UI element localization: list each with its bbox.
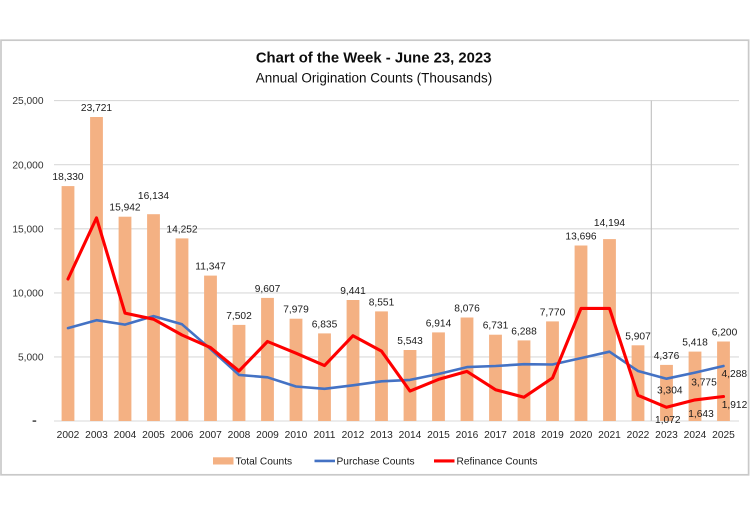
svg-text:2024: 2024 bbox=[684, 430, 707, 441]
svg-text:8,076: 8,076 bbox=[454, 304, 480, 315]
svg-text:5,418: 5,418 bbox=[682, 338, 708, 349]
svg-text:20,000: 20,000 bbox=[12, 160, 43, 171]
svg-text:18,330: 18,330 bbox=[52, 172, 83, 183]
svg-text:25,000: 25,000 bbox=[12, 96, 43, 107]
svg-text:7,502: 7,502 bbox=[226, 311, 252, 322]
svg-text:2022: 2022 bbox=[627, 430, 650, 441]
svg-text:2020: 2020 bbox=[570, 430, 593, 441]
svg-text:10,000: 10,000 bbox=[12, 289, 43, 300]
svg-text:14,194: 14,194 bbox=[594, 218, 625, 229]
svg-text:16,134: 16,134 bbox=[138, 191, 169, 202]
svg-text:2010: 2010 bbox=[285, 430, 308, 441]
svg-text:15,942: 15,942 bbox=[109, 203, 140, 214]
svg-text:11,347: 11,347 bbox=[195, 262, 226, 273]
svg-text:7,770: 7,770 bbox=[540, 307, 566, 318]
svg-text:2016: 2016 bbox=[456, 430, 479, 441]
svg-text:1,072: 1,072 bbox=[655, 415, 681, 426]
svg-text:Annual Origination Counts (Tho: Annual Origination Counts (Thousands) bbox=[256, 70, 493, 85]
svg-text:2023: 2023 bbox=[655, 430, 678, 441]
svg-text:2025: 2025 bbox=[712, 430, 735, 441]
svg-text:2005: 2005 bbox=[142, 430, 165, 441]
svg-text:2007: 2007 bbox=[199, 430, 222, 441]
svg-text:14,252: 14,252 bbox=[166, 224, 197, 235]
svg-text:1,643: 1,643 bbox=[688, 409, 714, 420]
svg-text:9,441: 9,441 bbox=[340, 286, 366, 297]
svg-text:5,907: 5,907 bbox=[625, 331, 651, 342]
svg-text:2008: 2008 bbox=[228, 430, 251, 441]
svg-text:6,914: 6,914 bbox=[426, 318, 452, 329]
svg-text:Refinance Counts: Refinance Counts bbox=[457, 457, 538, 468]
svg-text:2003: 2003 bbox=[85, 430, 108, 441]
svg-text:Purchase Counts: Purchase Counts bbox=[337, 457, 415, 468]
svg-text:2002: 2002 bbox=[57, 430, 80, 441]
svg-text:6,200: 6,200 bbox=[712, 328, 738, 339]
svg-text:2014: 2014 bbox=[399, 430, 422, 441]
svg-text:2011: 2011 bbox=[314, 430, 336, 441]
svg-text:2013: 2013 bbox=[370, 430, 393, 441]
svg-text:3,304: 3,304 bbox=[657, 385, 683, 396]
svg-text:2018: 2018 bbox=[513, 430, 536, 441]
svg-text:4,376: 4,376 bbox=[654, 351, 680, 362]
svg-text:2004: 2004 bbox=[114, 430, 137, 441]
svg-text:4,288: 4,288 bbox=[722, 369, 748, 380]
svg-text:6,731: 6,731 bbox=[483, 321, 509, 332]
svg-text:5,543: 5,543 bbox=[397, 336, 423, 347]
svg-text:2006: 2006 bbox=[171, 430, 194, 441]
svg-text:6,288: 6,288 bbox=[511, 326, 537, 337]
svg-text:9,607: 9,607 bbox=[255, 284, 281, 295]
svg-text:13,696: 13,696 bbox=[565, 232, 596, 243]
svg-text:2019: 2019 bbox=[541, 430, 564, 441]
svg-text:Chart of the Week - June 23, 2: Chart of the Week - June 23, 2023 bbox=[256, 50, 492, 66]
svg-text:2015: 2015 bbox=[427, 430, 450, 441]
svg-text:1,912: 1,912 bbox=[722, 400, 748, 411]
svg-text:3,775: 3,775 bbox=[691, 378, 717, 389]
svg-text:7,979: 7,979 bbox=[283, 305, 309, 316]
svg-text:2012: 2012 bbox=[342, 430, 365, 441]
svg-text:15,000: 15,000 bbox=[12, 224, 43, 235]
svg-text:2017: 2017 bbox=[484, 430, 507, 441]
svg-text:2009: 2009 bbox=[256, 430, 279, 441]
svg-text:5,000: 5,000 bbox=[18, 353, 44, 364]
svg-text:8,551: 8,551 bbox=[369, 297, 395, 308]
svg-text:Total Counts: Total Counts bbox=[236, 457, 293, 468]
svg-text:2021: 2021 bbox=[598, 430, 621, 441]
svg-text:6,835: 6,835 bbox=[312, 319, 338, 330]
svg-text:23,721: 23,721 bbox=[81, 103, 112, 114]
